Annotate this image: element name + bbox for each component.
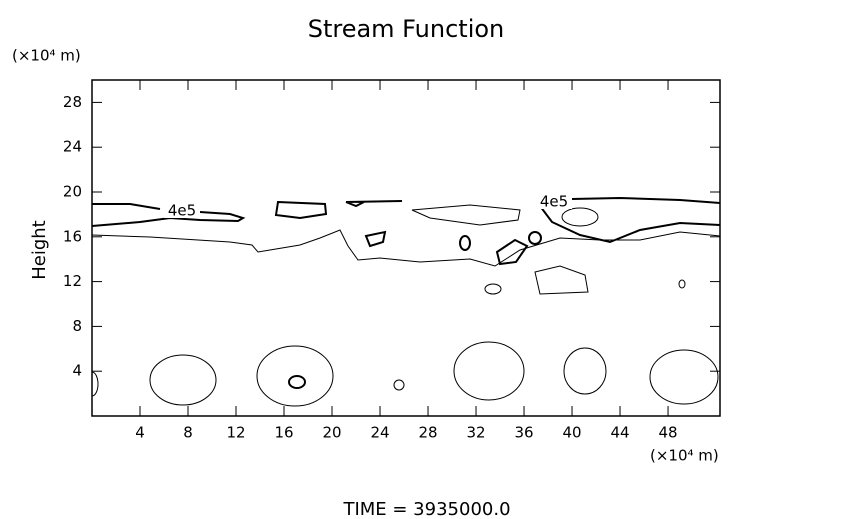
contour — [274, 200, 328, 220]
contour — [561, 207, 599, 227]
y-tick-label: 8 — [72, 317, 82, 335]
x-tick-label: 4 — [135, 424, 145, 442]
contour — [528, 231, 542, 245]
y-tick-label: 16 — [63, 227, 82, 245]
contour — [495, 238, 529, 266]
x-tick-label: 28 — [418, 424, 437, 442]
contour — [534, 265, 589, 295]
contour — [288, 375, 306, 389]
y-tick-label: 24 — [63, 138, 82, 156]
y-tick-label: 28 — [63, 93, 82, 111]
x-tick-label: 24 — [370, 424, 389, 442]
contour — [539, 205, 721, 244]
contour — [411, 204, 521, 226]
contour — [364, 230, 387, 248]
x-unit: (×10⁴ m) — [650, 447, 719, 465]
contours — [91, 196, 721, 407]
contour — [649, 349, 719, 405]
x-tick-label: 40 — [562, 424, 581, 442]
y-tick-label: 4 — [72, 362, 82, 380]
y-axis-label: Height — [29, 220, 50, 280]
x-tick-label: 12 — [226, 424, 245, 442]
label-bg — [164, 203, 200, 218]
x-tick-label: 20 — [322, 424, 341, 442]
contour — [484, 283, 502, 295]
x-tick-label: 44 — [610, 424, 629, 442]
contour — [91, 203, 246, 227]
chart-title: Stream Function — [308, 15, 505, 43]
contour — [91, 371, 99, 397]
contour — [256, 345, 334, 407]
contour — [459, 235, 471, 251]
footer: TIME = 3935000.0 — [342, 499, 510, 519]
contour — [393, 379, 405, 391]
contour-label: 4e5 — [168, 202, 196, 220]
contour — [571, 196, 721, 204]
x-tick-label: 36 — [514, 424, 533, 442]
x-tick-label: 48 — [658, 424, 677, 442]
contour — [453, 341, 525, 401]
y-unit: (×10⁴ m) — [12, 47, 81, 65]
plot-frame — [91, 79, 721, 417]
y-tick-label: 12 — [63, 272, 82, 290]
label-bg — [536, 194, 572, 209]
x-tick-label: 16 — [274, 424, 293, 442]
contour — [345, 200, 403, 208]
contour-label: 4e5 — [540, 193, 568, 211]
contour — [678, 279, 686, 289]
y-tick-label: 20 — [63, 183, 82, 201]
contour — [91, 229, 721, 267]
x-tick-label: 32 — [466, 424, 485, 442]
x-tick-label: 8 — [183, 424, 193, 442]
contour — [563, 347, 607, 395]
contour — [149, 354, 217, 406]
